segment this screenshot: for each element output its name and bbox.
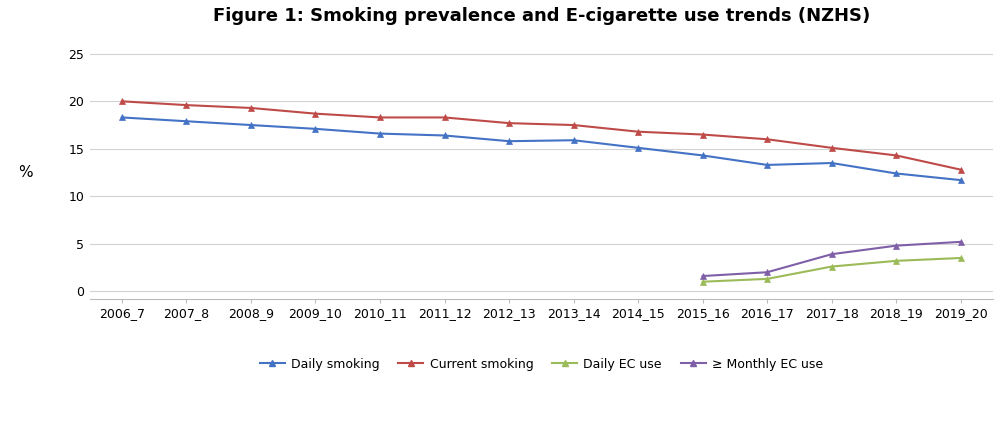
Current smoking xyxy=(116,99,128,104)
Daily EC use xyxy=(761,276,773,282)
Current smoking xyxy=(697,132,709,137)
≥ Monthly EC use xyxy=(761,270,773,275)
Daily smoking xyxy=(826,161,838,166)
Daily smoking xyxy=(568,138,580,143)
Current smoking xyxy=(632,129,644,134)
Daily smoking xyxy=(890,171,902,176)
Current smoking xyxy=(503,121,515,126)
Daily smoking xyxy=(955,177,967,183)
Daily EC use xyxy=(890,258,902,264)
Daily smoking xyxy=(374,131,386,136)
Daily smoking xyxy=(697,153,709,158)
Current smoking xyxy=(374,115,386,120)
Current smoking xyxy=(890,153,902,158)
Line: ≥ Monthly EC use: ≥ Monthly EC use xyxy=(700,239,964,279)
Legend: Daily smoking, Current smoking, Daily EC use, ≥ Monthly EC use: Daily smoking, Current smoking, Daily EC… xyxy=(255,352,828,376)
Current smoking xyxy=(245,105,257,110)
Daily smoking xyxy=(503,139,515,144)
Line: Current smoking: Current smoking xyxy=(119,99,964,172)
Daily EC use xyxy=(697,279,709,284)
≥ Monthly EC use xyxy=(697,273,709,279)
Current smoking xyxy=(180,103,192,108)
Current smoking xyxy=(826,145,838,150)
Daily smoking xyxy=(116,115,128,120)
Daily smoking xyxy=(180,119,192,124)
Line: Daily smoking: Daily smoking xyxy=(119,115,964,183)
Current smoking xyxy=(439,115,451,120)
Daily smoking xyxy=(761,162,773,168)
Daily EC use xyxy=(955,255,967,260)
Current smoking xyxy=(568,122,580,128)
Title: Figure 1: Smoking prevalence and E-cigarette use trends (NZHS): Figure 1: Smoking prevalence and E-cigar… xyxy=(213,7,870,25)
Daily EC use xyxy=(826,264,838,269)
Daily smoking xyxy=(309,126,321,132)
Line: Daily EC use: Daily EC use xyxy=(700,255,964,285)
Current smoking xyxy=(309,111,321,116)
Daily smoking xyxy=(632,145,644,150)
Current smoking xyxy=(761,137,773,142)
Text: %: % xyxy=(18,165,32,180)
Current smoking xyxy=(955,167,967,172)
≥ Monthly EC use xyxy=(826,252,838,257)
Daily smoking xyxy=(245,122,257,128)
Daily smoking xyxy=(439,133,451,138)
≥ Monthly EC use xyxy=(955,239,967,245)
≥ Monthly EC use xyxy=(890,243,902,248)
